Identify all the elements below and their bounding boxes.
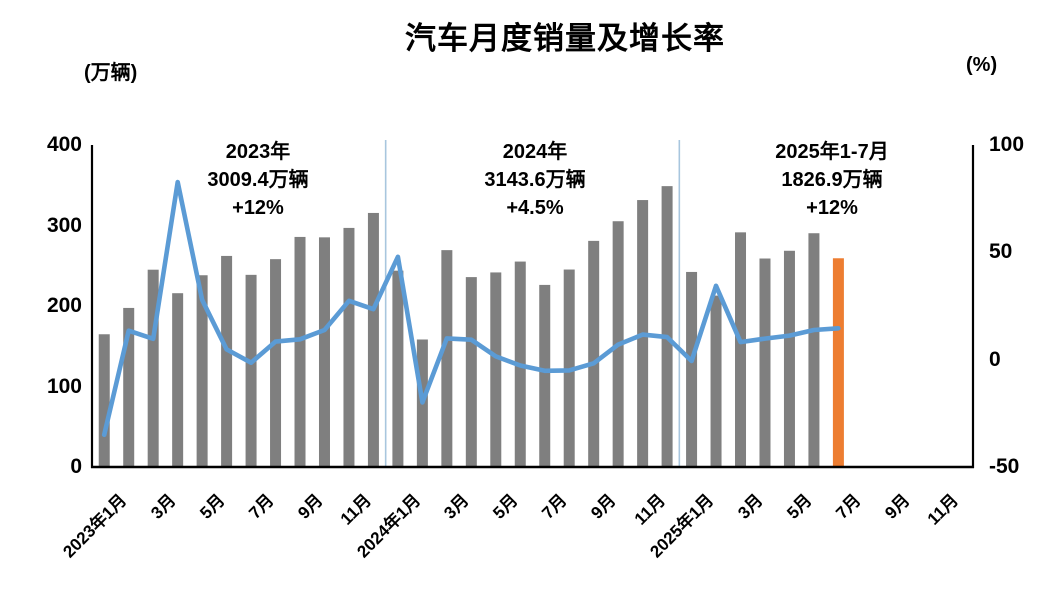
right-axis-tick-label: -50	[989, 455, 1020, 478]
sales-bar	[392, 270, 404, 467]
sales-bar	[539, 284, 551, 467]
sales-bar	[441, 250, 453, 467]
sales-bar	[221, 255, 233, 467]
sales-bar	[147, 269, 159, 467]
sales-bar	[367, 212, 379, 467]
annotation-line: +12%	[232, 197, 284, 219]
sales-bar	[123, 307, 135, 467]
sales-bar	[490, 272, 502, 467]
annotation-line: 1826.9万辆	[781, 169, 883, 191]
left-axis-tick-label: 400	[46, 133, 82, 156]
sales-bar	[783, 250, 795, 467]
sales-bar	[808, 233, 820, 467]
left-axis-unit: (万辆)	[84, 62, 138, 84]
sales-bar	[465, 277, 477, 467]
sales-bar	[686, 271, 698, 467]
right-axis-tick-label: 0	[989, 347, 1001, 371]
annotation-line: +12%	[806, 197, 858, 219]
left-axis-tick-label: 200	[46, 294, 82, 317]
sales-bar	[588, 240, 600, 467]
sales-bar	[98, 334, 110, 467]
sales-bar-highlight	[832, 258, 844, 467]
left-axis-tick-label: 0	[70, 455, 82, 478]
sales-bar	[270, 259, 282, 467]
chart-title: 汽车月度销量及增长率	[405, 21, 725, 56]
sales-bar	[294, 236, 306, 467]
annotation-line: +4.5%	[506, 197, 564, 219]
left-axis-tick-label: 300	[46, 213, 82, 237]
left-axis-tick-label: 100	[46, 374, 82, 398]
right-axis-tick-label: 100	[989, 133, 1025, 156]
sales-bar	[710, 295, 722, 467]
annotation-2024: 2024年 3143.6万辆 +4.5%	[484, 138, 585, 222]
sales-bar	[172, 293, 184, 467]
sales-bar	[661, 186, 673, 467]
annotation-2025: 2025年1-7月 1826.9万辆 +12%	[775, 138, 888, 222]
annotation-line: 3143.6万辆	[484, 169, 586, 191]
sales-bar	[759, 258, 771, 467]
sales-bar	[245, 274, 257, 467]
annotation-line: 2023年	[225, 141, 291, 163]
sales-bar	[196, 275, 208, 467]
sales-bar	[735, 232, 747, 467]
sales-bar	[318, 237, 330, 467]
sales-bar	[343, 227, 355, 467]
annotation-2023: 2023年 3009.4万辆 +12%	[207, 138, 308, 222]
annotation-line: 2025年1-7月	[775, 141, 889, 163]
annotation-line: 3009.4万辆	[207, 169, 309, 191]
right-axis-tick-label: 50	[989, 240, 1013, 264]
right-axis-unit: (%)	[966, 54, 998, 76]
annotation-line: 2024年	[502, 141, 568, 163]
growth-rate-line	[101, 179, 841, 438]
